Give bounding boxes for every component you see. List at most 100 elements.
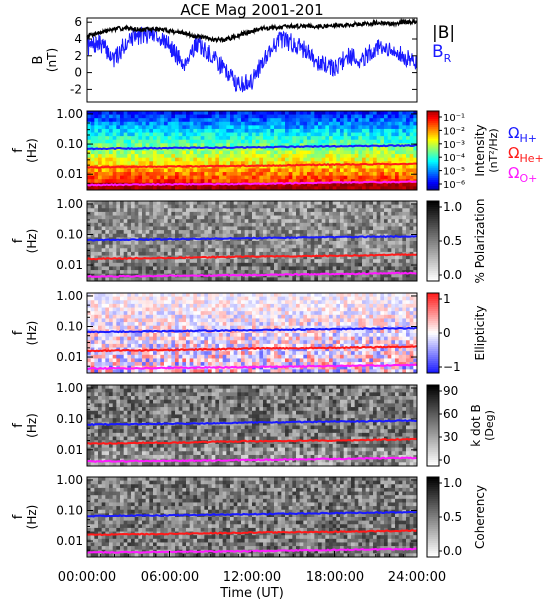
spectrogram-cell <box>299 248 304 253</box>
spectrogram-cell <box>329 179 334 184</box>
spectrogram-cell <box>398 318 403 323</box>
spectrogram-cell <box>222 322 227 327</box>
spectrogram-cell <box>395 293 400 298</box>
spectrogram-cell <box>329 182 334 187</box>
spectrogram-cell <box>226 311 231 316</box>
spectrogram-cell <box>387 293 392 298</box>
spectrogram-cell <box>340 139 345 144</box>
spectrogram-cell <box>131 293 136 298</box>
spectrogram-cell <box>369 208 374 213</box>
spectrogram-cell <box>277 230 282 235</box>
spectrogram-cell <box>362 230 367 235</box>
spectrogram-cell <box>120 161 125 166</box>
spectrogram-cell <box>281 237 286 242</box>
spectrogram-cell <box>138 121 143 126</box>
spectrogram-cell <box>105 322 110 327</box>
spectrogram-cell <box>197 204 202 209</box>
spectrogram-cell <box>365 208 370 213</box>
spectrogram-cell <box>413 208 418 213</box>
spectrogram-cell <box>134 157 139 162</box>
spectrogram-cell <box>321 226 326 231</box>
spectrogram-cell <box>244 241 249 246</box>
spectrogram-cell <box>354 322 359 327</box>
spectrogram-cell <box>343 307 348 312</box>
spectrogram-cell <box>252 128 257 133</box>
spectrogram-cell <box>182 111 187 115</box>
spectrogram-cell <box>288 233 293 238</box>
colorbar-step <box>427 243 439 246</box>
spectrogram-cell <box>395 118 400 123</box>
spectrogram-cell <box>109 208 114 213</box>
spectrogram-cell <box>299 179 304 184</box>
spectrogram-cell <box>340 322 345 327</box>
spectrogram-cell <box>296 307 301 312</box>
spectrogram-cell <box>94 259 99 264</box>
spectrogram-cell <box>288 168 293 173</box>
spectrogram-cell <box>244 293 249 298</box>
spectrogram-cell <box>120 270 125 275</box>
spectrogram-cell <box>387 154 392 159</box>
spectrogram-cell <box>244 204 249 209</box>
spectrogram-cell <box>233 307 238 312</box>
spectrogram-cell <box>248 186 253 191</box>
spectrogram-cell <box>252 311 257 316</box>
spectrogram-cell <box>288 226 293 231</box>
spectrogram-cell <box>101 262 106 267</box>
spectrogram-cell <box>255 186 260 191</box>
spectrogram-cell <box>406 157 411 162</box>
spectrogram-cell <box>329 277 334 282</box>
spectrogram-cell <box>274 255 279 260</box>
spectrogram-cell <box>241 125 246 130</box>
spectrogram-cell <box>347 175 352 180</box>
spectrogram-cell <box>358 277 363 282</box>
spectrogram-cell <box>347 201 352 206</box>
spectrogram-cell <box>182 325 187 330</box>
spectrogram-cell <box>285 222 290 227</box>
spectrogram-cell <box>145 175 150 180</box>
spectrogram-cell <box>186 318 191 323</box>
spectrogram-cell <box>365 322 370 327</box>
spectrogram-cell <box>182 125 187 130</box>
spectrogram-cell <box>325 128 330 133</box>
spectrogram-cell <box>241 143 246 148</box>
spectrogram-cell <box>391 157 396 162</box>
spectrogram-cell <box>200 296 205 301</box>
spectrogram-cell <box>365 182 370 187</box>
spectrogram-cell <box>149 139 154 144</box>
spectrogram-cell <box>358 248 363 253</box>
spectrogram-cell <box>277 266 282 271</box>
spectrogram-cell <box>241 132 246 137</box>
spectrogram-cell <box>281 226 286 231</box>
spectrogram-cell <box>215 296 220 301</box>
spectrogram-cell <box>373 186 378 191</box>
spectrogram-cell <box>156 222 161 227</box>
spectrogram-cell <box>336 270 341 275</box>
spectrogram-cell <box>109 168 114 173</box>
spectrogram-cell <box>167 118 172 123</box>
spectrogram-cell <box>398 293 403 298</box>
spectrogram-cell <box>222 168 227 173</box>
spectrogram-cell <box>398 114 403 119</box>
spectrogram-cell <box>134 201 139 206</box>
spectrogram-cell <box>138 219 143 224</box>
spectrogram-cell <box>263 164 268 169</box>
spectrogram-cell <box>248 241 253 246</box>
spectrogram-cell <box>255 164 260 169</box>
spectrogram-cell <box>101 125 106 130</box>
spectrogram-cell <box>175 132 180 137</box>
spectrogram-cell <box>87 114 92 119</box>
spectrogram-cell <box>384 248 389 253</box>
spectrogram-cell <box>332 277 337 282</box>
spectrogram-cell <box>395 150 400 155</box>
spectrogram-cell <box>215 182 220 187</box>
colorbar-step <box>427 134 439 138</box>
spectrogram-cell <box>226 293 231 298</box>
spectrogram-cell <box>237 150 242 155</box>
spectrogram-cell <box>288 241 293 246</box>
spectrogram-cell <box>131 139 136 144</box>
spectrogram-cell <box>204 161 209 166</box>
spectrogram-cell <box>153 262 158 267</box>
spectrogram-cell <box>233 168 238 173</box>
spectrogram-cell <box>153 318 158 323</box>
